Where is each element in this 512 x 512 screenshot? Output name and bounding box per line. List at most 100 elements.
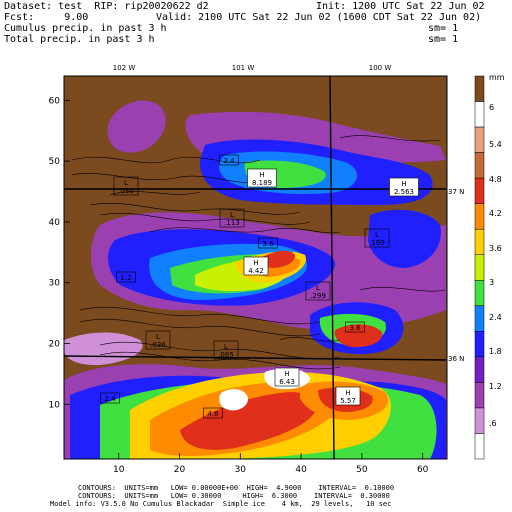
y-tick-label: 50 xyxy=(49,157,61,167)
high-marker: H4.42 xyxy=(243,256,269,276)
high-marker: H8.189 xyxy=(247,168,277,188)
svg-text:H: H xyxy=(284,370,289,378)
svg-text:L: L xyxy=(316,284,320,292)
longitude-label: 101 W xyxy=(232,64,255,72)
svg-text:H: H xyxy=(401,180,406,188)
colorbar-label: 3 xyxy=(489,278,494,287)
dataset-line: Dataset: test RIP: rip20020622 d2 xyxy=(4,1,209,12)
svg-text:2.4: 2.4 xyxy=(104,395,116,403)
svg-text:H: H xyxy=(259,171,264,179)
colorbar-swatch xyxy=(474,280,485,307)
colorbar-swatch xyxy=(474,433,485,460)
latitude-label: 37 N xyxy=(448,188,464,196)
colorbar-label: .6 xyxy=(489,419,497,428)
colorbar-swatch xyxy=(474,152,485,179)
precip-region xyxy=(107,100,166,153)
longitude-label: 102 W xyxy=(113,64,136,72)
x-tick-label: 10 xyxy=(113,465,125,475)
y-tick-label: 10 xyxy=(49,400,61,410)
svg-text:L: L xyxy=(124,179,128,187)
colorbar-label: 5.4 xyxy=(489,140,502,149)
svg-text:4.42: 4.42 xyxy=(248,267,264,275)
colorbar-swatch xyxy=(474,203,485,230)
precip-region xyxy=(334,324,383,348)
colorbar-swatch xyxy=(474,177,485,204)
colorbar-swatch xyxy=(474,331,485,358)
low-marker: L.085 xyxy=(213,340,239,360)
colorbar-swatch xyxy=(474,254,485,281)
field2-title: Total precip. in past 3 h xyxy=(4,34,155,45)
y-tick-label: 60 xyxy=(49,96,61,106)
colorbar-label: 2.4 xyxy=(489,313,502,322)
x-tick-label: 60 xyxy=(417,465,429,475)
y-tick-label: 40 xyxy=(49,218,61,228)
valid-line: Valid: 2100 UTC Sat 22 Jun 02 (1600 CDT … xyxy=(156,12,482,23)
footer-line3: Model info: V3.5.0 No Cumulus Blackadar … xyxy=(50,500,392,508)
x-tick-label: 50 xyxy=(356,465,368,475)
svg-text:L: L xyxy=(224,343,228,351)
precip-region xyxy=(368,209,441,268)
svg-text:3.6: 3.6 xyxy=(349,324,361,332)
svg-text:.036: .036 xyxy=(150,341,166,349)
svg-text:.030: .030 xyxy=(118,187,134,195)
longitude-labels: 102 W 101 W 100 W xyxy=(113,64,392,72)
colorbar-label: 1.2 xyxy=(489,382,502,391)
field1-title: Cumulus precip. in past 3 h xyxy=(4,23,167,34)
colorbar-label: 6 xyxy=(489,103,494,112)
init-line: Init: 1200 UTC Sat 22 Jun 02 xyxy=(316,1,485,12)
latitude-label: 36 N xyxy=(448,355,464,363)
svg-text:1.2: 1.2 xyxy=(120,274,131,282)
colorbar-label: 4.8 xyxy=(489,175,502,184)
x-tick-label: 20 xyxy=(174,465,186,475)
precip-region xyxy=(180,392,317,450)
contour-label: 2.4 xyxy=(100,392,120,404)
latitude-labels: 37 N 36 N xyxy=(448,188,464,363)
svg-text:6.43: 6.43 xyxy=(279,378,295,386)
contour-label: 2.4 xyxy=(219,154,239,166)
high-marker: H5.57 xyxy=(335,386,361,406)
svg-text:L: L xyxy=(156,333,160,341)
svg-text:.113: .113 xyxy=(224,219,240,227)
precip-region xyxy=(259,250,296,268)
colorbar-swatch xyxy=(474,305,485,332)
svg-text:.299: .299 xyxy=(310,292,326,300)
precip-region xyxy=(219,389,248,411)
svg-text:L: L xyxy=(230,211,234,219)
contour-label: 3.6 xyxy=(345,321,365,333)
svg-text:H: H xyxy=(345,389,350,397)
colorbar-swatch xyxy=(474,75,485,102)
contour-lines xyxy=(71,135,446,370)
x-tick-label: 30 xyxy=(235,465,247,475)
x-tick-label: 40 xyxy=(295,465,307,475)
field1-smoothing: sm= 1 xyxy=(428,23,459,34)
svg-text:H: H xyxy=(253,259,258,267)
low-marker: L.030 xyxy=(113,176,139,196)
plot-frame xyxy=(63,75,448,460)
y-tick-label: 20 xyxy=(49,339,61,349)
svg-text:2.4: 2.4 xyxy=(223,157,235,165)
high-marker: H6.43 xyxy=(274,367,300,387)
svg-text:2.563: 2.563 xyxy=(394,188,414,196)
y-axis: 10 20 30 40 50 60 xyxy=(49,96,70,410)
contour-label: 3.6 xyxy=(258,237,278,249)
svg-text:.169: .169 xyxy=(369,239,385,247)
colorbar: mm 6 5.4 4.8 4.2 3.6 3 2.4 1.8 1.2 .6 xyxy=(474,73,505,460)
colorbar-label: mm xyxy=(489,73,505,82)
contour-label: 1.2 xyxy=(116,271,136,283)
colorbar-label: 1.8 xyxy=(489,347,502,356)
forecast-line: Fcst: 9.00 xyxy=(4,12,89,23)
low-marker: L.113 xyxy=(219,208,245,228)
colorbar-swatch xyxy=(474,101,485,128)
colorbar-label: 3.6 xyxy=(489,244,502,253)
footer-line1: CONTOURS: UNITS=mm LOW= 0.00000E+00 HIGH… xyxy=(78,484,395,492)
x-axis: 10 20 30 40 50 60 xyxy=(113,453,429,475)
colorbar-swatch xyxy=(474,382,485,409)
y-tick-label: 30 xyxy=(49,279,61,289)
colorbar-swatch xyxy=(474,407,485,434)
low-marker: L.299 xyxy=(305,281,331,301)
longitude-label: 100 W xyxy=(369,64,392,72)
svg-text:4.8: 4.8 xyxy=(207,410,218,418)
svg-text:5.57: 5.57 xyxy=(340,397,356,405)
svg-text:L: L xyxy=(375,231,379,239)
